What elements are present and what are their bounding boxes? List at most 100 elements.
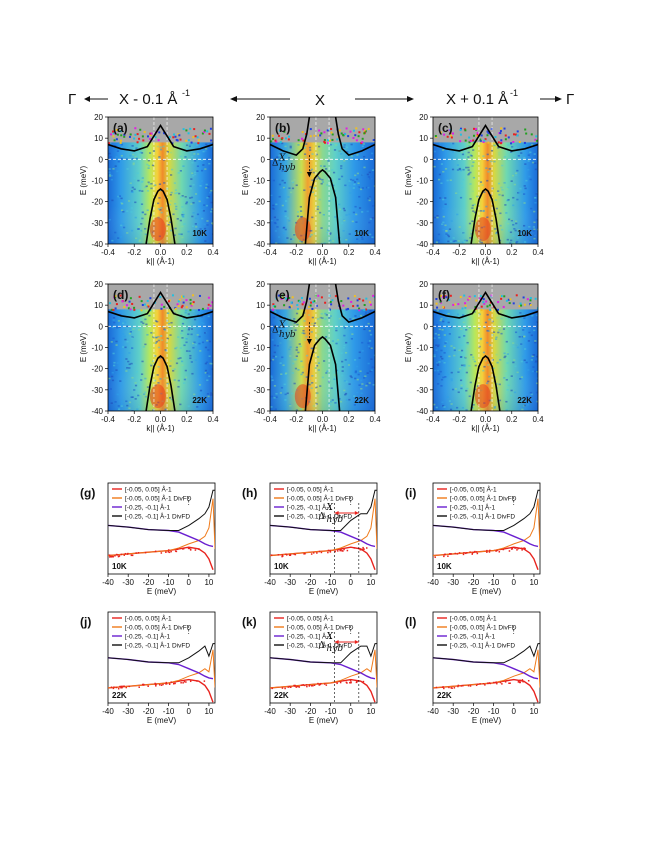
x-tick-label: -30: [284, 707, 296, 716]
noise-pixel: [157, 335, 160, 338]
noise-pixel: [192, 183, 195, 186]
masked-pixel: [211, 301, 213, 304]
noise-pixel: [523, 156, 526, 159]
noise-pixel: [125, 158, 128, 161]
edc-noise-point: [188, 547, 191, 550]
noise-pixel: [272, 355, 275, 358]
y-axis-label: E (meV): [79, 333, 88, 363]
noise-pixel: [138, 189, 141, 192]
noise-pixel: [148, 183, 151, 185]
masked-pixel: [115, 138, 118, 141]
noise-pixel: [332, 171, 336, 174]
noise-pixel: [345, 399, 349, 401]
noise-pixel: [140, 223, 143, 225]
noise-pixel: [435, 241, 438, 244]
noise-pixel: [506, 351, 509, 354]
x-tick-label: 0.0: [317, 415, 329, 424]
edc-noise-point: [300, 684, 303, 686]
noise-pixel: [316, 175, 320, 178]
noise-pixel: [319, 178, 322, 180]
noise-pixel: [318, 149, 321, 152]
x-axis-label: k|| (Å-1): [308, 424, 336, 433]
noise-pixel: [530, 207, 533, 210]
masked-pixel: [373, 295, 375, 298]
header: Γ X - 0.1 Å -1 X X + 0.1 Å -1 Γ: [68, 88, 574, 109]
noise-pixel: [445, 372, 448, 374]
noise-pixel: [199, 389, 203, 392]
noise-pixel: [303, 189, 306, 192]
noise-pixel: [126, 340, 129, 343]
noise-pixel: [159, 378, 162, 380]
noise-pixel: [310, 168, 314, 171]
masked-pixel: [277, 134, 280, 137]
noise-pixel: [115, 369, 118, 371]
noise-pixel: [486, 382, 489, 385]
noise-pixel: [128, 407, 131, 409]
edc-noise-point: [185, 681, 187, 683]
noise-pixel: [271, 379, 274, 382]
masked-pixel: [524, 128, 527, 131]
masked-pixel: [281, 294, 284, 297]
edc-noise-point: [454, 552, 457, 555]
masked-pixel: [461, 307, 464, 310]
noise-pixel: [284, 373, 287, 376]
noise-pixel: [272, 208, 275, 210]
noise-pixel: [166, 382, 169, 385]
panel-label: (c): [438, 121, 453, 135]
noise-pixel: [356, 186, 359, 189]
masked-pixel: [149, 132, 152, 135]
edc-series-line: [270, 489, 377, 531]
noise-pixel: [275, 392, 278, 395]
noise-pixel: [171, 400, 174, 403]
noise-pixel: [460, 384, 463, 387]
masked-pixel: [350, 300, 353, 303]
noise-pixel: [284, 154, 288, 156]
legend-label: [-0.25, -0.1] Å-1 DivFD: [287, 512, 352, 521]
y-tick-label: -20: [416, 365, 428, 374]
edc-noise-point: [116, 554, 119, 556]
noise-pixel: [321, 142, 324, 145]
noise-pixel: [134, 382, 137, 384]
noise-pixel: [533, 228, 536, 231]
noise-pixel: [204, 168, 207, 170]
noise-pixel: [340, 165, 343, 167]
noise-pixel: [190, 196, 194, 199]
noise-pixel: [175, 362, 179, 365]
noise-pixel: [185, 341, 188, 344]
edc-noise-point: [281, 554, 283, 556]
noise-pixel: [130, 207, 133, 209]
noise-pixel: [352, 187, 355, 189]
noise-pixel: [363, 166, 366, 169]
noise-pixel: [120, 197, 123, 200]
x-tick-label: -10: [488, 578, 500, 587]
noise-pixel: [158, 183, 162, 186]
edc-noise-point: [449, 553, 451, 555]
noise-pixel: [500, 186, 503, 189]
edc-frame: [432, 482, 541, 575]
noise-pixel: [460, 151, 463, 154]
noise-pixel: [175, 346, 178, 349]
gap-range-arrow-head-icon: [334, 511, 339, 515]
x-axis-label: E (meV): [147, 587, 177, 596]
masked-pixel: [363, 308, 366, 311]
noise-pixel: [457, 391, 460, 394]
masked-pixel: [503, 295, 506, 298]
x-axis-label: E (meV): [309, 716, 339, 725]
masked-pixel: [283, 130, 286, 133]
noise-pixel: [122, 210, 125, 213]
panel-label: (f): [438, 288, 450, 302]
edc-noise-point: [120, 685, 123, 688]
noise-pixel: [128, 367, 131, 369]
noise-pixel: [354, 377, 357, 380]
noise-pixel: [150, 332, 153, 334]
noise-pixel: [158, 156, 161, 159]
intensity-hotspot: [149, 384, 166, 409]
noise-pixel: [295, 355, 298, 358]
noise-pixel: [356, 238, 359, 240]
masked-pixel: [208, 132, 211, 135]
noise-pixel: [510, 218, 513, 221]
masked-pixel: [442, 306, 445, 309]
noise-pixel: [287, 196, 290, 198]
masked-pixel: [279, 141, 282, 144]
